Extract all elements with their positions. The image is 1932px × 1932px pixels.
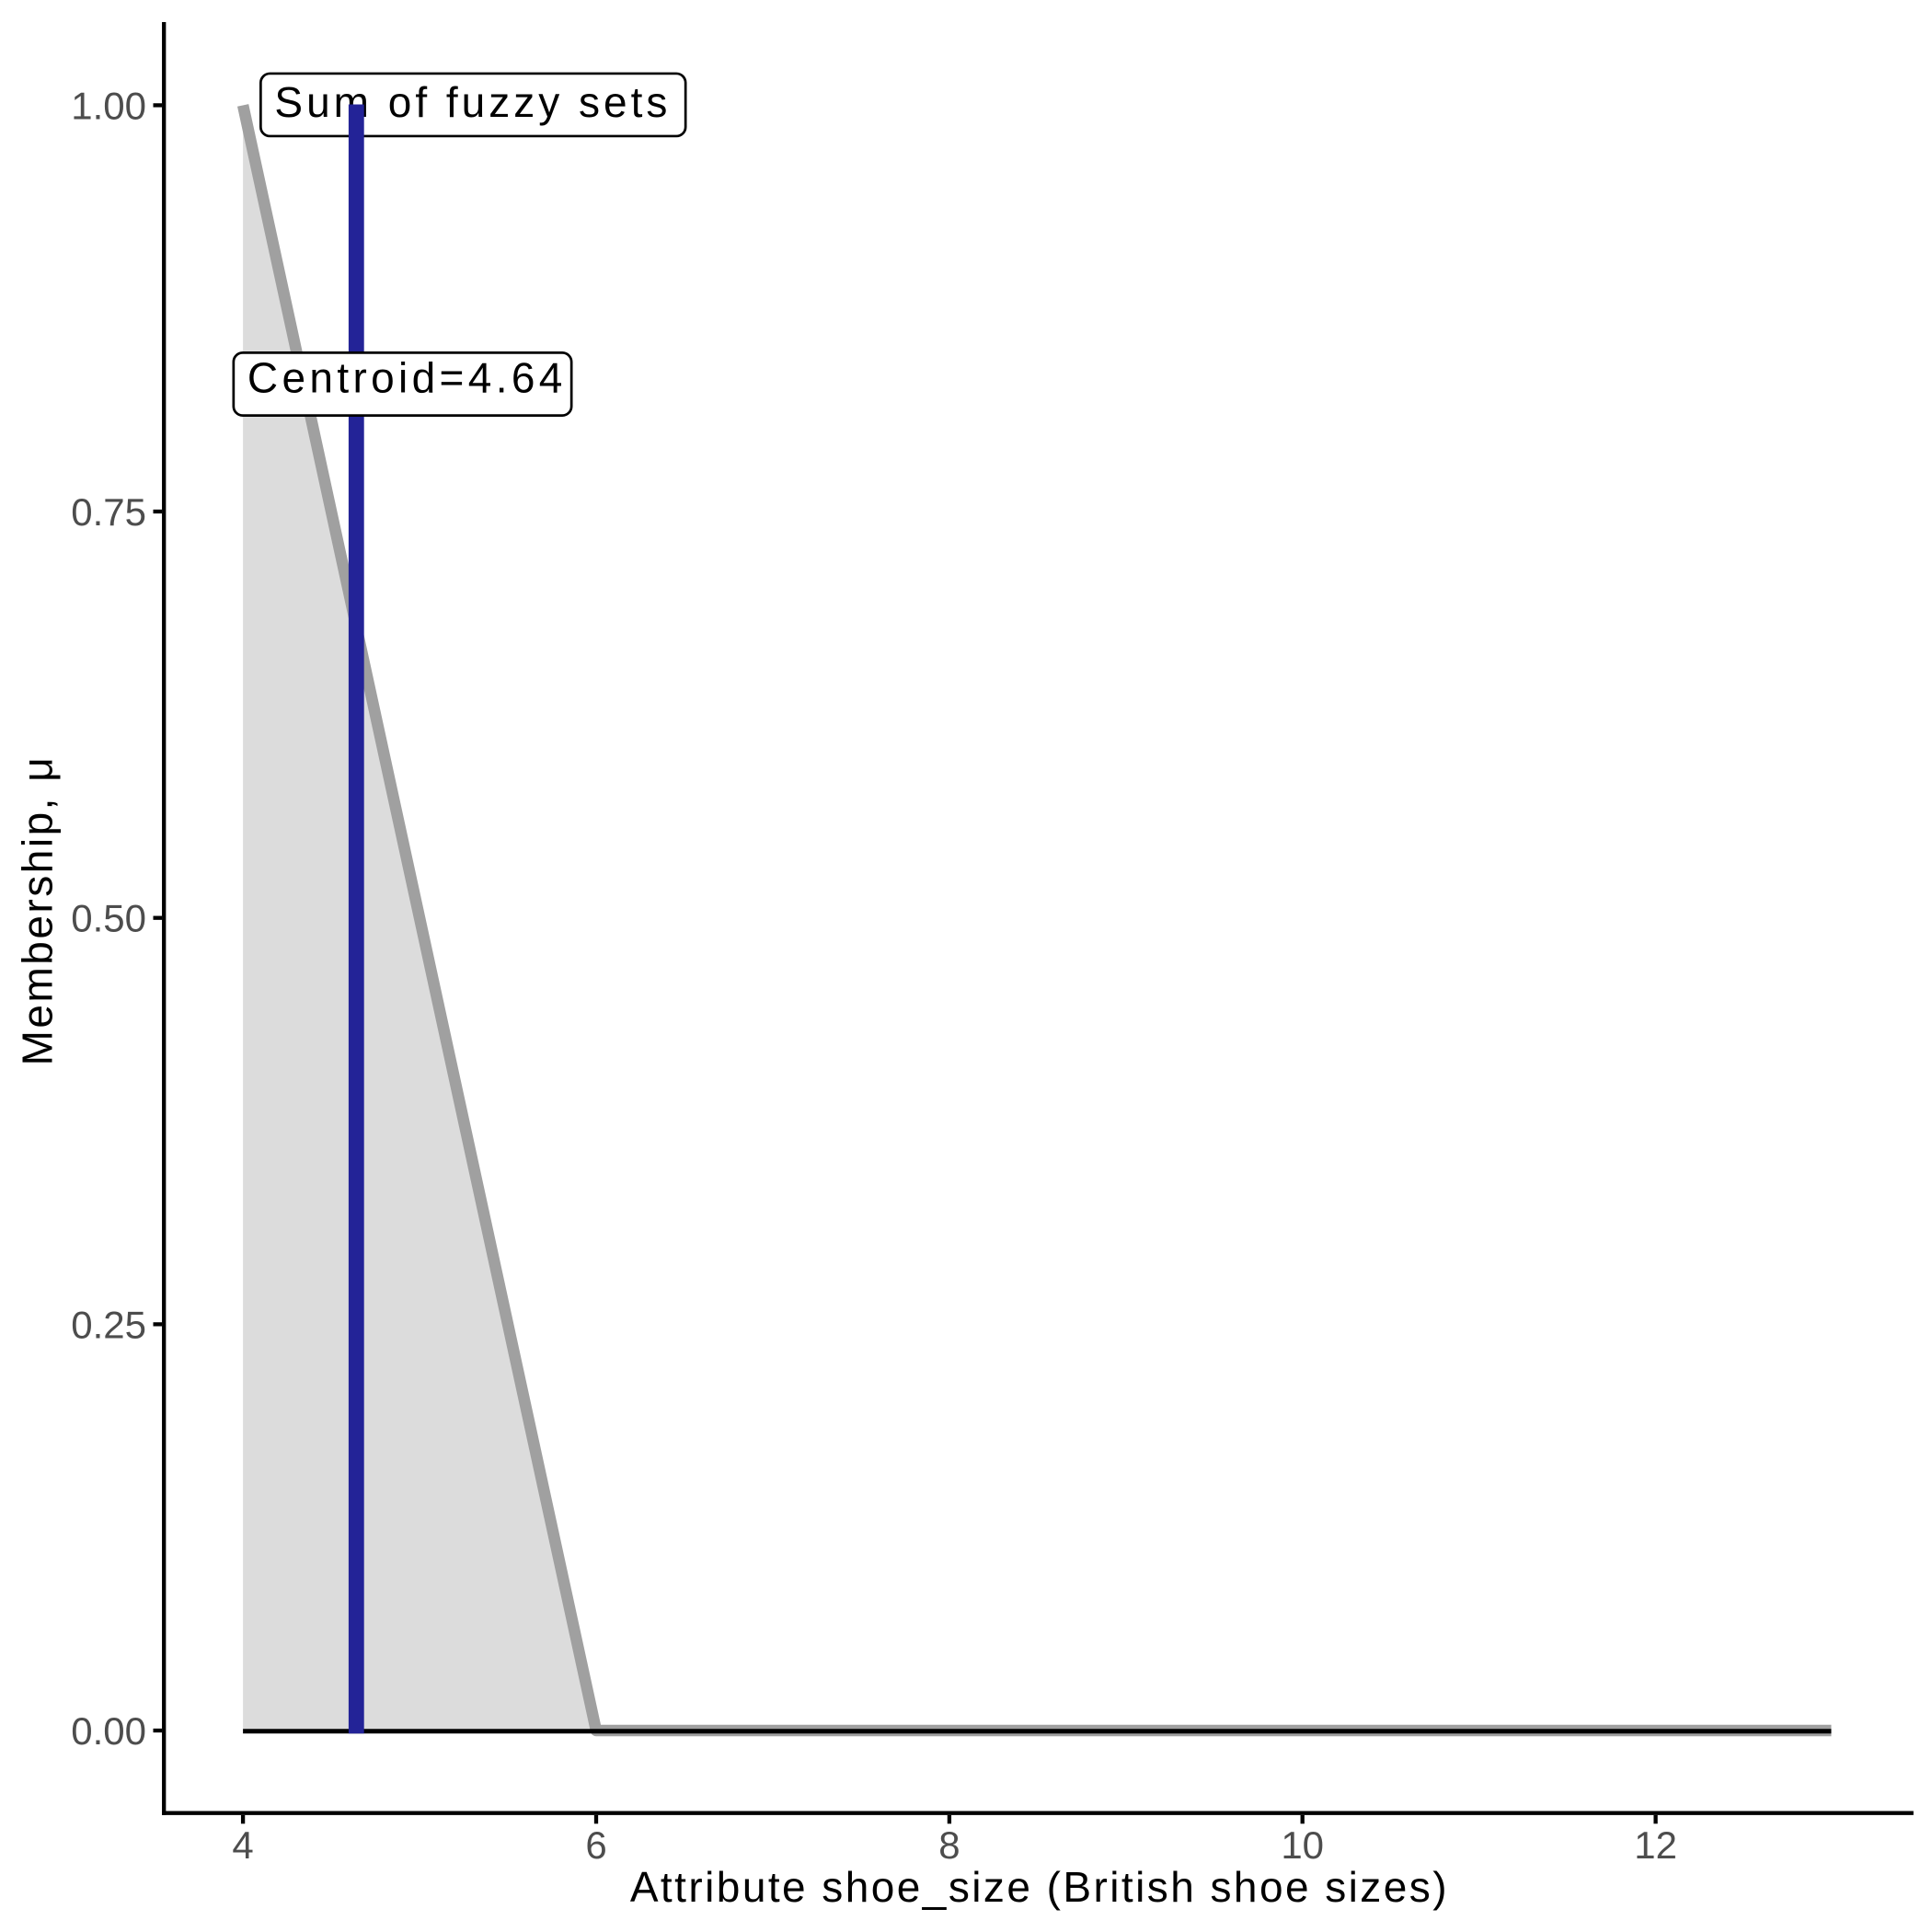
svg-text:Sum of fuzzy sets: Sum of fuzzy sets — [274, 78, 671, 126]
svg-text:4: 4 — [232, 1823, 253, 1867]
svg-text:Attribute shoe_size (British s: Attribute shoe_size (British shoe sizes) — [630, 1863, 1449, 1911]
svg-text:12: 12 — [1634, 1823, 1677, 1867]
svg-text:0.00: 0.00 — [71, 1709, 146, 1753]
svg-text:6: 6 — [585, 1823, 606, 1867]
svg-text:8: 8 — [938, 1823, 960, 1867]
svg-text:Membership, μ: Membership, μ — [14, 755, 62, 1066]
svg-text:0.75: 0.75 — [71, 490, 146, 534]
svg-text:0.25: 0.25 — [71, 1303, 146, 1346]
svg-text:10: 10 — [1281, 1823, 1324, 1867]
svg-text:1.00: 1.00 — [71, 84, 146, 127]
svg-text:Centroid=4.64: Centroid=4.64 — [247, 354, 567, 402]
svg-text:0.50: 0.50 — [71, 897, 146, 940]
